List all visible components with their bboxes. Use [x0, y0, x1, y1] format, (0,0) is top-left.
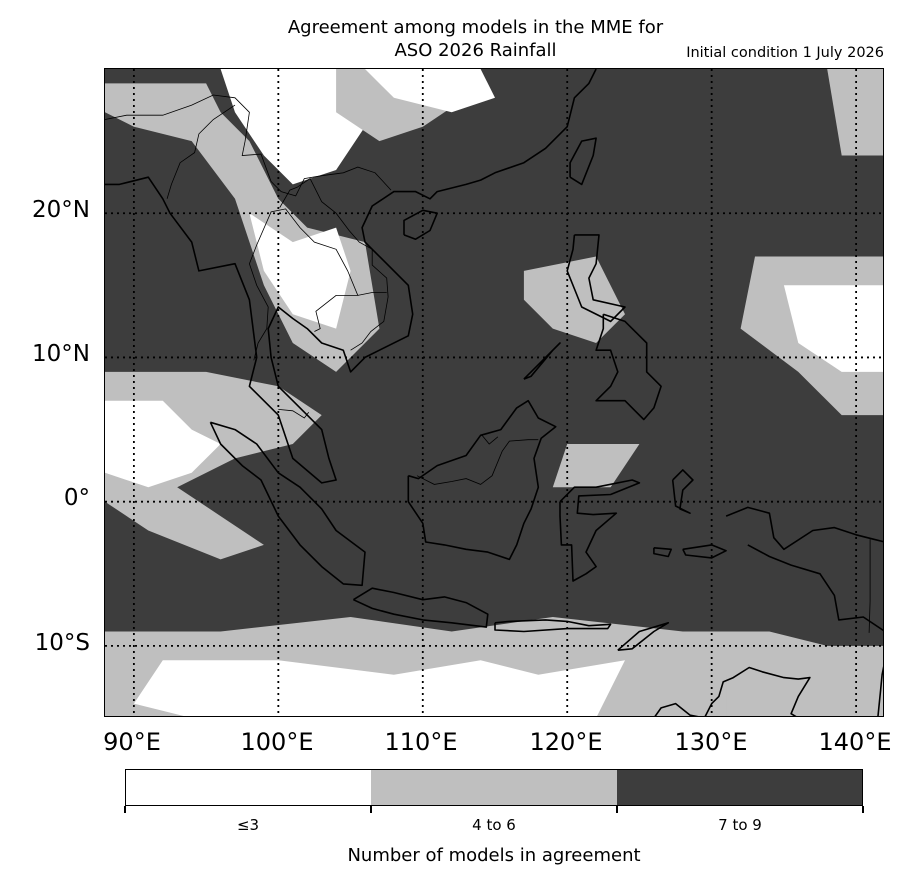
country-border — [279, 178, 389, 351]
lon-label-140e: 140°E — [818, 728, 892, 756]
colorbar-label-low: ≤3 — [236, 816, 260, 834]
agreement-region-low — [105, 69, 380, 185]
colorbar-title: Number of models in agreement — [347, 845, 641, 866]
colorbar-label-mid: 4 to 6 — [472, 816, 516, 834]
coastline — [725, 506, 883, 551]
colorbar-label-high: 7 to 9 — [718, 816, 762, 834]
agreement-region-low — [249, 213, 351, 329]
lon-label-110e: 110°E — [384, 728, 458, 756]
coastline — [595, 313, 662, 421]
coastline — [105, 69, 597, 484]
agreement-region-mid — [552, 444, 640, 488]
map-panel — [104, 68, 884, 717]
lon-label-100e: 100°E — [240, 728, 314, 756]
colorbar-tick — [862, 806, 864, 813]
country-border — [105, 94, 392, 197]
colorbar-segment-high — [616, 770, 862, 805]
coastline — [747, 544, 883, 632]
country-border — [481, 435, 499, 445]
coastline — [566, 234, 626, 323]
coastline — [407, 399, 557, 561]
coastline — [877, 666, 883, 716]
coastline — [523, 342, 561, 380]
country-border — [166, 104, 236, 199]
coastline — [352, 587, 489, 628]
coastline — [671, 469, 694, 515]
lat-label-0: 0° — [63, 485, 90, 511]
coastline — [704, 666, 811, 716]
agreement-region-low — [365, 69, 495, 113]
agreement-region-mid — [726, 674, 798, 716]
coastline — [559, 479, 641, 582]
map-title-line1: Agreement among models in the MME for — [287, 17, 664, 38]
coastline — [403, 209, 439, 240]
initial-condition-label: Initial condition 1 July 2026 — [686, 45, 884, 61]
lat-label-20n: 20°N — [32, 197, 90, 223]
colorbar-tick — [370, 806, 372, 813]
coastline — [494, 619, 612, 633]
coastline — [569, 137, 597, 186]
agreement-region-mid — [827, 69, 883, 156]
map-title-line2: ASO 2026 Rainfall — [394, 40, 557, 61]
agreement-region-low — [783, 285, 883, 372]
agreement-region-low — [133, 660, 625, 716]
agreement-region-mid — [523, 256, 625, 343]
coastline — [209, 421, 366, 587]
coastline — [682, 544, 727, 559]
colorbar-segment-mid — [371, 770, 617, 805]
agreement-map — [105, 69, 883, 716]
lat-label-10s: 10°S — [34, 630, 90, 656]
coastline — [653, 547, 673, 558]
colorbar-segment-low — [126, 770, 372, 805]
colorbar-tick — [616, 806, 618, 813]
colorbar-tick — [124, 806, 126, 813]
colorbar — [125, 769, 863, 806]
country-border — [416, 439, 539, 485]
country-border — [357, 292, 387, 296]
lon-label-90e: 90°E — [103, 728, 161, 756]
coastline — [654, 702, 699, 716]
lon-label-130e: 130°E — [674, 728, 748, 756]
country-border — [868, 539, 871, 633]
lat-label-10n: 10°N — [32, 341, 90, 367]
country-border — [248, 208, 359, 361]
coastline — [617, 621, 670, 651]
lon-label-120e: 120°E — [529, 728, 603, 756]
